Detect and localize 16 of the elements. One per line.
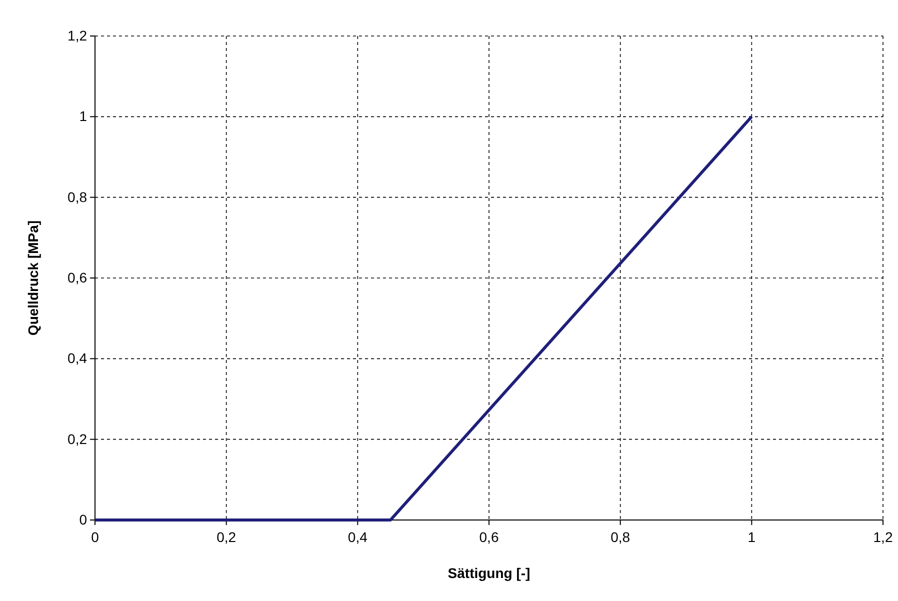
x-tick-label: 1,2 — [873, 529, 893, 545]
y-tick-label: 1 — [79, 108, 88, 124]
x-tick-label: 0,8 — [610, 529, 630, 545]
y-tick-label: 0,6 — [68, 269, 88, 286]
x-tick-label: 0,6 — [479, 529, 499, 545]
x-axis-title: Sättigung [-] — [448, 565, 530, 581]
x-tick-label: 0 — [91, 529, 100, 545]
y-tick-label: 0,4 — [68, 350, 88, 366]
x-tick-label: 0,4 — [348, 529, 368, 545]
y-tick-label: 0,8 — [68, 188, 88, 205]
y-tick-label: 0 — [79, 511, 88, 528]
y-axis-title: Quelldruck [MPa] — [25, 220, 41, 336]
y-tick-label: 1,2 — [68, 27, 88, 44]
x-tick-label: 0,2 — [216, 529, 236, 545]
y-tick-label: 0,2 — [68, 430, 88, 447]
x-tick-label: 1 — [748, 529, 756, 545]
